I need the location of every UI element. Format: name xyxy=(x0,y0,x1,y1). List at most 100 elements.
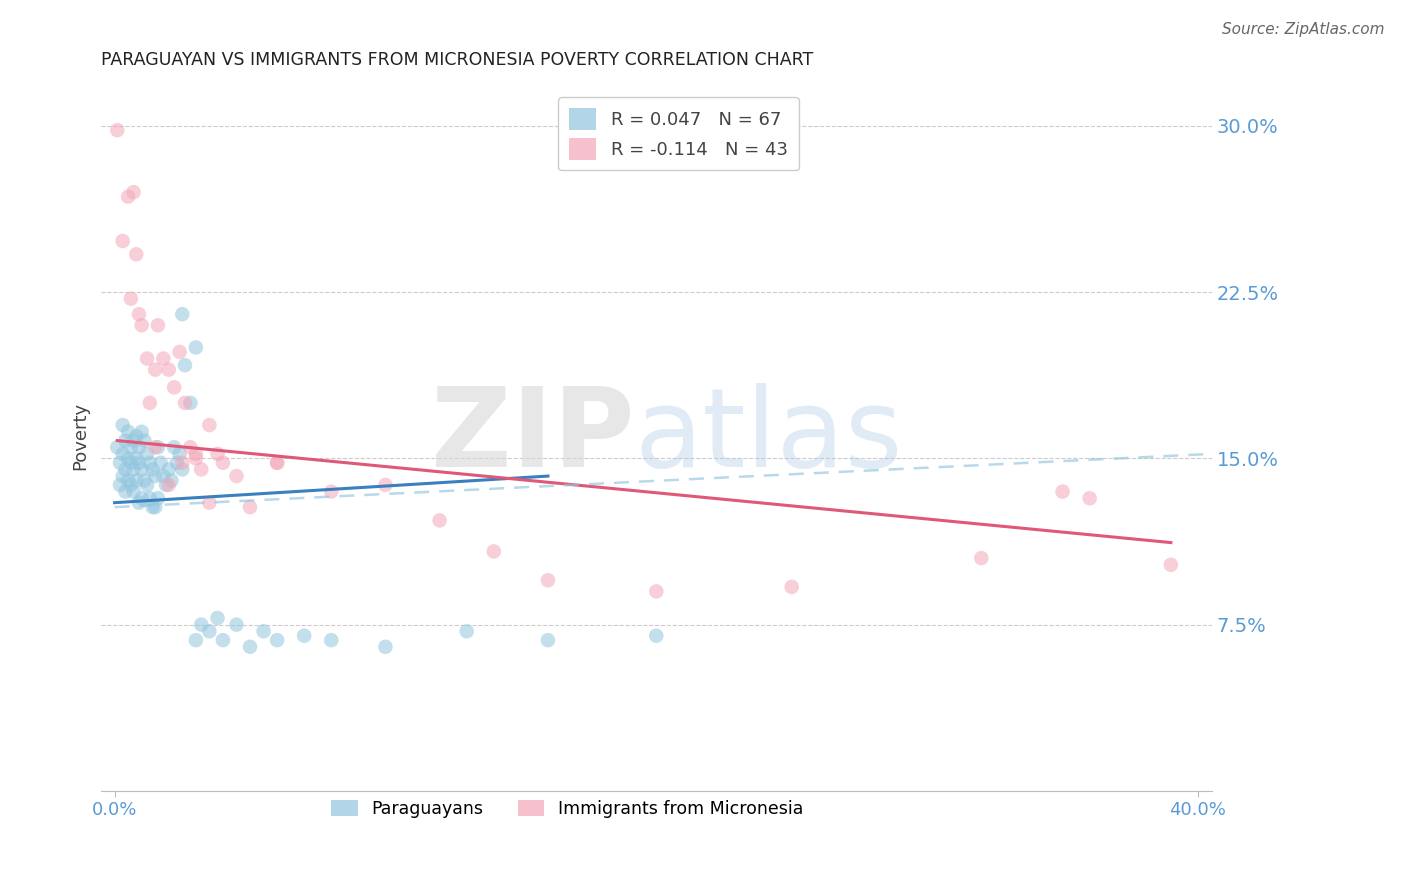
Point xyxy=(139,456,162,470)
Point xyxy=(146,318,169,333)
Point xyxy=(122,185,145,199)
Point xyxy=(143,500,166,515)
Point xyxy=(172,462,194,476)
Point xyxy=(139,491,162,506)
Point xyxy=(111,447,134,461)
Point xyxy=(155,478,177,492)
Point xyxy=(1078,491,1101,506)
Point xyxy=(117,451,139,466)
Point xyxy=(122,484,145,499)
Point xyxy=(117,189,139,203)
Point xyxy=(321,484,343,499)
Point xyxy=(163,440,186,454)
Point xyxy=(120,478,142,492)
Y-axis label: Poverty: Poverty xyxy=(72,402,89,470)
Point xyxy=(174,358,197,372)
Point xyxy=(970,551,993,566)
Point xyxy=(321,633,343,648)
Point xyxy=(152,351,174,366)
Point xyxy=(212,456,235,470)
Point xyxy=(111,418,134,433)
Point xyxy=(184,341,207,355)
Point xyxy=(160,474,183,488)
Point xyxy=(374,640,396,654)
Point xyxy=(212,633,235,648)
Point xyxy=(117,474,139,488)
Point xyxy=(184,451,207,466)
Point xyxy=(114,434,136,448)
Point xyxy=(143,362,166,376)
Point xyxy=(128,456,150,470)
Point xyxy=(131,425,153,439)
Point xyxy=(179,396,201,410)
Point xyxy=(207,447,229,461)
Point xyxy=(482,544,505,558)
Point xyxy=(125,474,148,488)
Point xyxy=(146,440,169,454)
Point xyxy=(146,491,169,506)
Point xyxy=(131,462,153,476)
Point xyxy=(149,456,172,470)
Point xyxy=(456,624,478,639)
Point xyxy=(266,456,288,470)
Point xyxy=(184,633,207,648)
Point xyxy=(120,440,142,454)
Point xyxy=(114,462,136,476)
Text: atlas: atlas xyxy=(634,383,903,490)
Point xyxy=(117,425,139,439)
Point xyxy=(136,351,159,366)
Point xyxy=(108,478,131,492)
Point xyxy=(292,629,315,643)
Point xyxy=(198,496,221,510)
Point xyxy=(190,617,212,632)
Point xyxy=(780,580,803,594)
Point xyxy=(136,478,159,492)
Point xyxy=(239,500,262,515)
Point xyxy=(537,574,560,588)
Text: ZIP: ZIP xyxy=(430,383,634,490)
Point xyxy=(190,462,212,476)
Point xyxy=(184,447,207,461)
Point xyxy=(1160,558,1182,572)
Point xyxy=(198,418,221,433)
Point xyxy=(114,484,136,499)
Text: PARAGUAYAN VS IMMIGRANTS FROM MICRONESIA POVERTY CORRELATION CHART: PARAGUAYAN VS IMMIGRANTS FROM MICRONESIA… xyxy=(101,51,813,69)
Point xyxy=(537,633,560,648)
Point xyxy=(143,469,166,483)
Point xyxy=(166,456,188,470)
Point xyxy=(120,292,142,306)
Point xyxy=(125,451,148,466)
Point xyxy=(108,456,131,470)
Point xyxy=(134,474,156,488)
Point xyxy=(105,123,128,137)
Point xyxy=(122,462,145,476)
Point xyxy=(111,234,134,248)
Point xyxy=(105,440,128,454)
Point xyxy=(172,456,194,470)
Point xyxy=(163,380,186,394)
Point xyxy=(169,447,191,461)
Point xyxy=(141,462,163,476)
Point xyxy=(125,247,148,261)
Point xyxy=(122,434,145,448)
Point xyxy=(128,440,150,454)
Point xyxy=(125,429,148,443)
Point xyxy=(174,396,197,410)
Point xyxy=(157,362,180,376)
Point xyxy=(152,469,174,483)
Point xyxy=(136,447,159,461)
Point xyxy=(128,496,150,510)
Point xyxy=(266,456,288,470)
Point xyxy=(139,396,162,410)
Point xyxy=(179,440,201,454)
Point xyxy=(239,640,262,654)
Point xyxy=(429,513,451,527)
Point xyxy=(1052,484,1074,499)
Point xyxy=(645,629,668,643)
Point xyxy=(157,478,180,492)
Point xyxy=(266,633,288,648)
Point xyxy=(225,617,247,632)
Point xyxy=(169,344,191,359)
Point xyxy=(131,318,153,333)
Point xyxy=(374,478,396,492)
